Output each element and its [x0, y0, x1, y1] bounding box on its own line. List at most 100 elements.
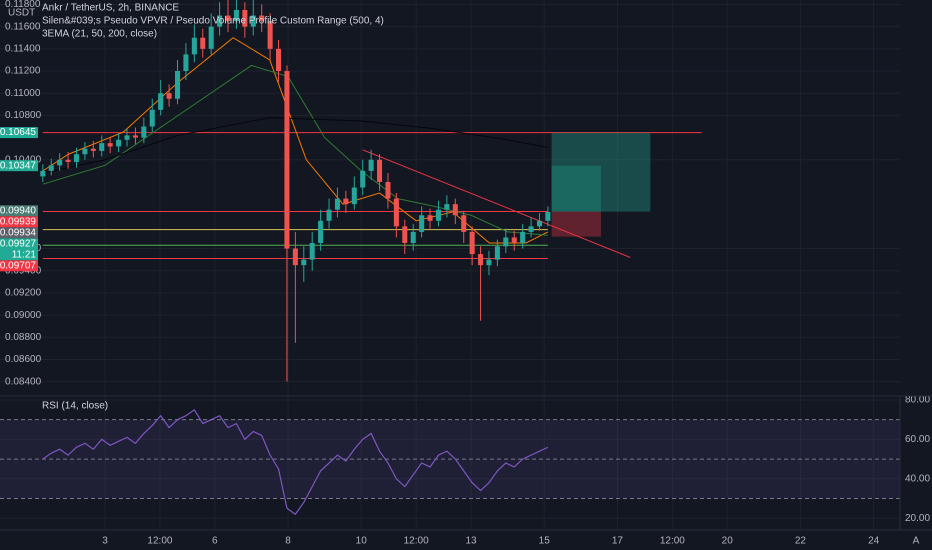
x-tick-label: 12:00 [147, 536, 172, 547]
price-tag [0, 260, 38, 272]
candle-body [90, 148, 96, 151]
ema-line [42, 64, 548, 236]
candle-body [284, 71, 290, 249]
candle-body [200, 37, 206, 49]
candle-body [343, 198, 349, 205]
y-tick-label: 40.00 [905, 473, 930, 484]
candle-body [478, 254, 484, 266]
candle-body [174, 71, 181, 99]
position-box [551, 165, 601, 212]
candle-body [334, 198, 340, 210]
marks [40, 0, 551, 516]
y-tick-label: 0.10400 [5, 154, 42, 165]
candle-body [427, 215, 433, 221]
candle-body [208, 26, 214, 49]
ema-line [42, 37, 549, 244]
candle-body [132, 135, 138, 138]
price-tag-label: 0.09934 [0, 227, 36, 238]
price-tag [0, 205, 38, 217]
auto-scale-button[interactable]: A [913, 536, 920, 547]
price-tag [0, 238, 38, 261]
position-box [551, 211, 601, 237]
y-tick-label: 0.09200 [5, 288, 42, 299]
candle-body [116, 139, 122, 147]
candle-body [99, 143, 105, 151]
price-tag-label: 0.10645 [0, 127, 36, 138]
candle-body [217, 15, 223, 27]
candle-body [267, 21, 273, 49]
x-tick-label: 12:00 [404, 536, 429, 547]
drawings [0, 132, 900, 499]
x-tick-label: 3 [102, 536, 108, 547]
unit-label: USDT [8, 8, 35, 19]
x-tick-label: 8 [285, 536, 291, 547]
candle-body [158, 93, 164, 110]
x-tick-label: 13 [465, 536, 477, 547]
candle-body [183, 54, 189, 72]
x-tick-label: 24 [868, 536, 880, 547]
candle-body [385, 181, 391, 199]
price-tag [0, 127, 38, 139]
x-tick-label: 17 [612, 536, 624, 547]
candle-body [65, 159, 71, 162]
candle-body [225, 15, 231, 22]
candle-body [292, 248, 298, 266]
candle-body [503, 237, 509, 247]
candle-body [233, 9, 239, 22]
candle-body [360, 170, 366, 188]
rsi-line [42, 408, 549, 516]
y-tick-label: 0.11600 [5, 21, 41, 32]
candle-body [402, 226, 408, 243]
y-tick-label: 0.09000 [5, 310, 42, 321]
price-tag-label: 0.09707 [0, 260, 36, 271]
x-tick-label: 15 [539, 536, 551, 547]
candle-body [107, 143, 113, 147]
price-tag-label: 0.09939 [0, 216, 36, 227]
candle-body [191, 37, 197, 55]
candle-body [452, 204, 458, 216]
candle-body [520, 231, 526, 243]
candle-body [435, 209, 441, 221]
candle-body [444, 204, 450, 210]
y-tick-label: 0.11200 [5, 66, 41, 77]
indicator-label: 3EMA (21, 50, 200, close) [42, 29, 157, 40]
candle-body [48, 165, 54, 171]
x-tick-label: 10 [356, 536, 368, 547]
y-tick-label: 0.11400 [5, 43, 41, 54]
ema-line [42, 117, 549, 174]
candle-body [536, 220, 543, 227]
countdown-label: 11:21 [12, 249, 37, 260]
candle-body [276, 48, 282, 72]
y-tick-label: 60.00 [905, 434, 930, 445]
rsi-title: RSI (14, close) [42, 401, 108, 412]
x-tick-label: 6 [212, 536, 218, 547]
candle-body [250, 15, 256, 27]
candle-body [124, 135, 130, 140]
price-tag [0, 160, 38, 172]
price-tag-label: 0.09927 [0, 238, 36, 249]
price-tag-label: 0.09940 [0, 205, 36, 216]
x-tick-label: 12:00 [660, 536, 685, 547]
x-tick-label: 22 [795, 536, 807, 547]
candle-body [57, 159, 63, 166]
candle-body [40, 170, 46, 177]
candle-body [419, 215, 425, 232]
candle-body [141, 126, 147, 138]
candle-body [511, 237, 517, 243]
candle-body [545, 211, 551, 221]
candle-body [393, 198, 399, 227]
price-tag-label: 0.10347 [0, 160, 36, 171]
candle-body [528, 226, 534, 232]
candle-body [494, 246, 500, 260]
candle-body [351, 187, 357, 205]
grid [0, 0, 900, 530]
drawn-line [362, 149, 631, 258]
candle-body [309, 242, 315, 260]
candle-body [326, 209, 332, 221]
y-tick-label: 20.00 [905, 513, 930, 524]
price-tag [0, 227, 38, 239]
candle-body [259, 15, 265, 22]
